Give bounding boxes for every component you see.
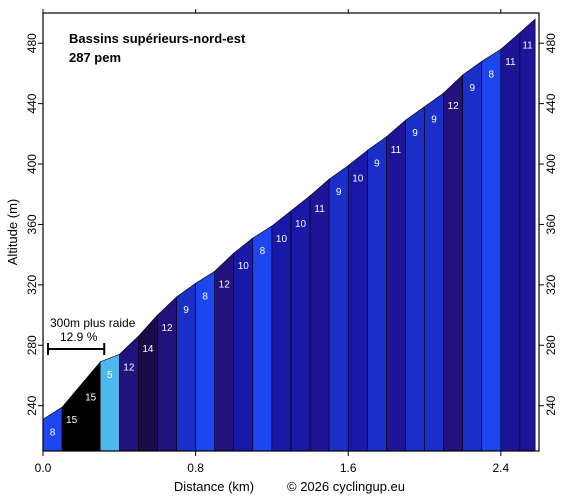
- profile-segment-25: [500, 31, 521, 452]
- y-tick-label-left-3: 360: [25, 214, 39, 234]
- profile-segment-3: [80, 361, 101, 452]
- y-tick-label-right-0: 240: [544, 395, 558, 415]
- segment-label-9: 8: [202, 291, 208, 302]
- segment-label-3: 15: [85, 393, 97, 404]
- profile-segment-7: [157, 296, 177, 452]
- y-axis-ticks-right: 240 280 320 360 400 440 480: [539, 33, 558, 416]
- segment-label-23: 9: [469, 83, 475, 94]
- y-tick-label-right-2: 320: [544, 275, 558, 295]
- x-tick-label-0: 0.0: [35, 461, 52, 475]
- y-axis-ticks-left: 240 280 320 360 400 440 480: [25, 33, 43, 416]
- y-tick-label-left-2: 320: [25, 275, 39, 295]
- profile-segment-19: [386, 119, 406, 452]
- y-tick-label-left-0: 240: [25, 395, 39, 415]
- segment-label-15: 11: [314, 204, 325, 215]
- profile-segment-20: [405, 106, 425, 452]
- segment-label-25: 11: [505, 57, 516, 68]
- y-tick-label-right-4: 400: [544, 154, 558, 174]
- profile-segment-18: [367, 136, 387, 452]
- y-tick-label-right-5: 440: [544, 93, 558, 113]
- profile-segment-22: [443, 74, 463, 452]
- profile-segment-14: [290, 195, 311, 452]
- segment-label-20: 9: [412, 128, 418, 139]
- x-tick-label-2: 1.6: [340, 461, 357, 475]
- segment-label-12: 8: [260, 246, 266, 257]
- segment-gradient-labels: 8 15 15 5 12 14 12 9 8 12 10 8 10 10 11 9 10 9 11 9 9 12 9 8 11 1…: [50, 41, 533, 439]
- y-tick-label-left-4: 400: [25, 154, 39, 174]
- x-axis-ticks: 0.0 0.8 1.6 2.4: [35, 9, 510, 475]
- segment-label-5: 12: [123, 362, 135, 373]
- segment-label-1: 8: [50, 427, 56, 438]
- profile-segment-24: [481, 48, 502, 452]
- segment-label-2: 15: [66, 415, 78, 426]
- credit-text: © 2026 cyclingup.eu: [287, 479, 405, 494]
- steepest-section-annotation: 300m plus raide 12.9 %: [47, 316, 136, 355]
- segment-label-16: 9: [336, 187, 342, 198]
- y-tick-label-right-1: 280: [544, 335, 558, 355]
- y-axis-label: Altitude (m): [5, 199, 20, 265]
- profile-segment-12: [252, 225, 273, 452]
- y-tick-label-left-1: 280: [25, 335, 39, 355]
- plot-frame: [42, 12, 540, 452]
- y-tick-label-left-5: 440: [25, 93, 39, 113]
- segment-label-17: 10: [352, 174, 364, 185]
- profile-segments: [42, 18, 536, 452]
- segment-label-18: 9: [374, 158, 380, 169]
- y-tick-label-right-6: 480: [544, 33, 558, 53]
- segment-label-4: 5: [107, 370, 113, 381]
- segment-label-11: 10: [238, 261, 250, 272]
- segment-label-7: 12: [161, 323, 173, 334]
- segment-label-6: 14: [142, 344, 154, 355]
- segment-label-10: 12: [219, 279, 231, 290]
- profile-segment-13: [271, 210, 292, 452]
- x-tick-label-1: 0.8: [187, 461, 204, 475]
- x-axis-label: Distance (km): [174, 479, 254, 494]
- profile-segment-17: [347, 149, 368, 452]
- y-tick-label-left-6: 480: [25, 33, 39, 53]
- profile-segment-15: [309, 178, 330, 452]
- segment-label-22: 12: [448, 101, 460, 112]
- profile-segment-6: [138, 314, 158, 452]
- profile-segment-5: [119, 335, 139, 452]
- annotation-label: 300m plus raide: [50, 316, 136, 330]
- y-tick-label-right-3: 360: [544, 214, 558, 234]
- annotation-value: 12.9 %: [60, 330, 98, 344]
- profile-segment-26: [519, 18, 536, 452]
- profile-segment-4: [99, 353, 120, 452]
- segment-label-13: 10: [276, 234, 288, 245]
- chart-title: Bassins supérieurs-nord-est: [69, 31, 246, 46]
- profile-segment-21: [424, 92, 444, 452]
- segment-label-24: 8: [489, 69, 495, 80]
- chart-subtitle: 287 pem: [69, 50, 121, 65]
- segment-label-14: 10: [295, 219, 307, 230]
- segment-label-8: 9: [183, 305, 189, 316]
- segment-label-26: 11: [522, 41, 533, 52]
- segment-label-21: 9: [431, 115, 437, 126]
- segment-label-19: 11: [391, 145, 402, 156]
- x-tick-label-3: 2.4: [493, 461, 510, 475]
- profile-segment-16: [328, 164, 349, 452]
- profile-segment-23: [462, 60, 483, 452]
